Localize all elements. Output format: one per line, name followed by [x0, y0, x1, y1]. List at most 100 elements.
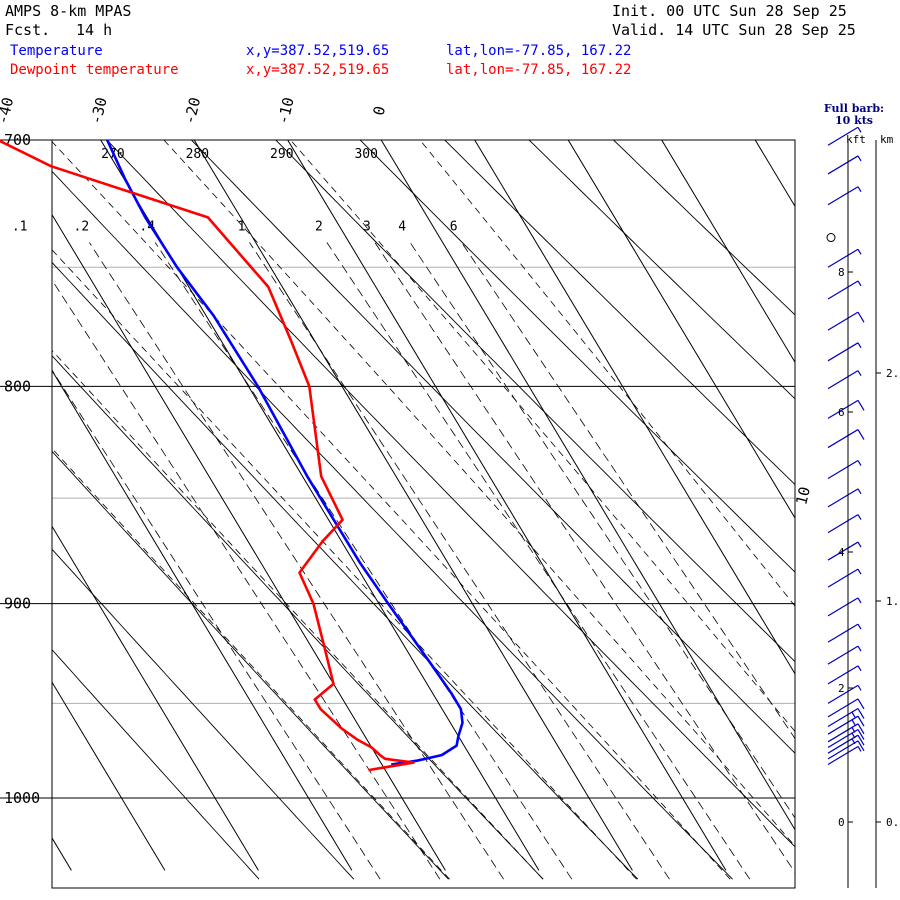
barb-flag-half	[857, 568, 862, 575]
barb-note-line2: 10 kts	[834, 113, 874, 127]
barb-staff	[827, 126, 859, 146]
dry-adiabat-line	[52, 548, 355, 880]
wind-barbs	[826, 126, 865, 766]
wind-barb	[827, 460, 862, 480]
dry-adiabat-line	[52, 450, 449, 880]
km-tick-label: 2.	[886, 367, 899, 380]
wind-barb	[827, 248, 862, 268]
barb-flag-half	[857, 665, 862, 672]
wind-barb	[827, 734, 865, 754]
barb-staff	[827, 514, 859, 534]
dry-adiabat-line	[612, 140, 795, 316]
calm-wind-circle	[826, 233, 836, 243]
plot-frame	[51, 139, 796, 889]
barb-flag-half	[857, 370, 862, 376]
dry-adiabat-line	[359, 140, 795, 573]
barb-note-line1: Full barb:	[823, 102, 885, 115]
moist-adiabat-line	[52, 249, 637, 880]
chart-background-lines	[52, 140, 795, 880]
dewpoint-latlon: lat,lon=-77.85, 167.22	[446, 62, 632, 78]
dry-adiabat-line	[275, 140, 795, 663]
wind-barb	[827, 514, 862, 534]
barb-flag-full	[857, 708, 865, 719]
mixing-ratio-label: 1	[238, 220, 246, 235]
barb-staff	[827, 723, 859, 743]
dewpoint-legend: Dewpoint temperature	[10, 62, 179, 78]
isotherm-label: 0	[370, 104, 390, 117]
wind-barb	[827, 186, 862, 206]
temperature-legend: Temperature	[10, 43, 103, 59]
wind-barb	[827, 728, 865, 749]
barb-flag-half	[857, 488, 862, 495]
barb-flag-full	[857, 734, 865, 746]
wind-barb	[827, 126, 862, 146]
wind-barb	[827, 568, 862, 588]
barb-flag-full	[857, 729, 865, 740]
km-tick-label: 1.	[886, 595, 899, 608]
mixing-ratio-label: 2	[315, 220, 323, 235]
temperature-latlon: lat,lon=-77.85, 167.22	[446, 43, 632, 59]
wind-barb	[827, 488, 862, 508]
isotherm-label: -10	[274, 95, 298, 126]
axis-labels: -70-60-50-40-30-20-10010270280290300.05.…	[0, 95, 814, 506]
forecast-label: Fcst.	[5, 21, 51, 39]
barb-staff	[827, 568, 859, 588]
mixing-ratio-line	[374, 242, 795, 874]
wind-barb	[827, 715, 865, 735]
barb-flag-half	[857, 248, 862, 255]
barb-flag-half	[857, 746, 862, 752]
isotherm-line	[52, 369, 353, 871]
barb-staff	[827, 708, 859, 728]
moist-adiabat-line	[163, 140, 795, 847]
barb-flag-half	[851, 727, 856, 733]
init-time: Init. 00 UTC Sun 28 Sep 25	[612, 2, 847, 20]
barb-flag-half	[857, 186, 862, 193]
pressure-tick-label: 900	[4, 595, 31, 613]
mixing-ratio-line	[52, 369, 381, 880]
pressure-tick-label: 1000	[4, 789, 40, 807]
barb-flag-half	[851, 732, 856, 739]
barb-staff	[827, 399, 859, 419]
mixing-ratio-label: 6	[450, 220, 458, 235]
wind-barb	[827, 745, 862, 766]
barb-staff	[827, 186, 859, 206]
mixing-ratio-label: .2	[74, 220, 90, 235]
barb-flag-full	[857, 715, 865, 727]
dry-adiabat-line	[52, 649, 260, 880]
wind-barb	[827, 645, 862, 665]
isotherm-line	[567, 140, 795, 519]
wind-barb	[827, 155, 862, 175]
km-tick-label: 0.	[886, 816, 899, 829]
barb-flag-full	[857, 723, 865, 735]
kft-tick-label: 4	[838, 546, 845, 559]
barb-staff	[827, 488, 859, 508]
dry-adiabat-label: 280	[186, 147, 209, 162]
mixing-ratio-line	[461, 242, 795, 740]
dry-adiabat-line	[106, 140, 795, 848]
kft-tick-label: 0	[838, 816, 845, 829]
barb-flag-half	[857, 460, 862, 466]
pressure-tick-label: 700	[4, 131, 31, 149]
mixing-ratio-label: .4	[139, 220, 155, 235]
barb-staff	[827, 248, 859, 268]
model-title: AMPS 8-km MPAS	[5, 2, 132, 20]
barb-staff	[827, 155, 859, 175]
barb-staff	[827, 370, 859, 390]
wind-barb	[827, 399, 865, 419]
barb-flag-half	[851, 719, 856, 726]
barb-flag-half	[857, 623, 862, 630]
dry-adiabat-line	[52, 170, 733, 880]
kft-tick-label: 2	[838, 682, 845, 695]
dry-adiabat-line	[52, 355, 544, 880]
isotherm-line	[52, 837, 72, 871]
isotherm-line	[380, 140, 795, 831]
forecast-hour: 14 h	[76, 21, 113, 39]
mixing-ratio-line	[249, 242, 670, 880]
temperature-line	[106, 139, 464, 766]
isotherm-line	[287, 140, 727, 871]
barb-flag-full	[857, 698, 865, 710]
barb-staff	[827, 342, 859, 362]
moist-adiabat-line	[52, 447, 450, 880]
pressure-tick-label: 800	[4, 377, 31, 395]
